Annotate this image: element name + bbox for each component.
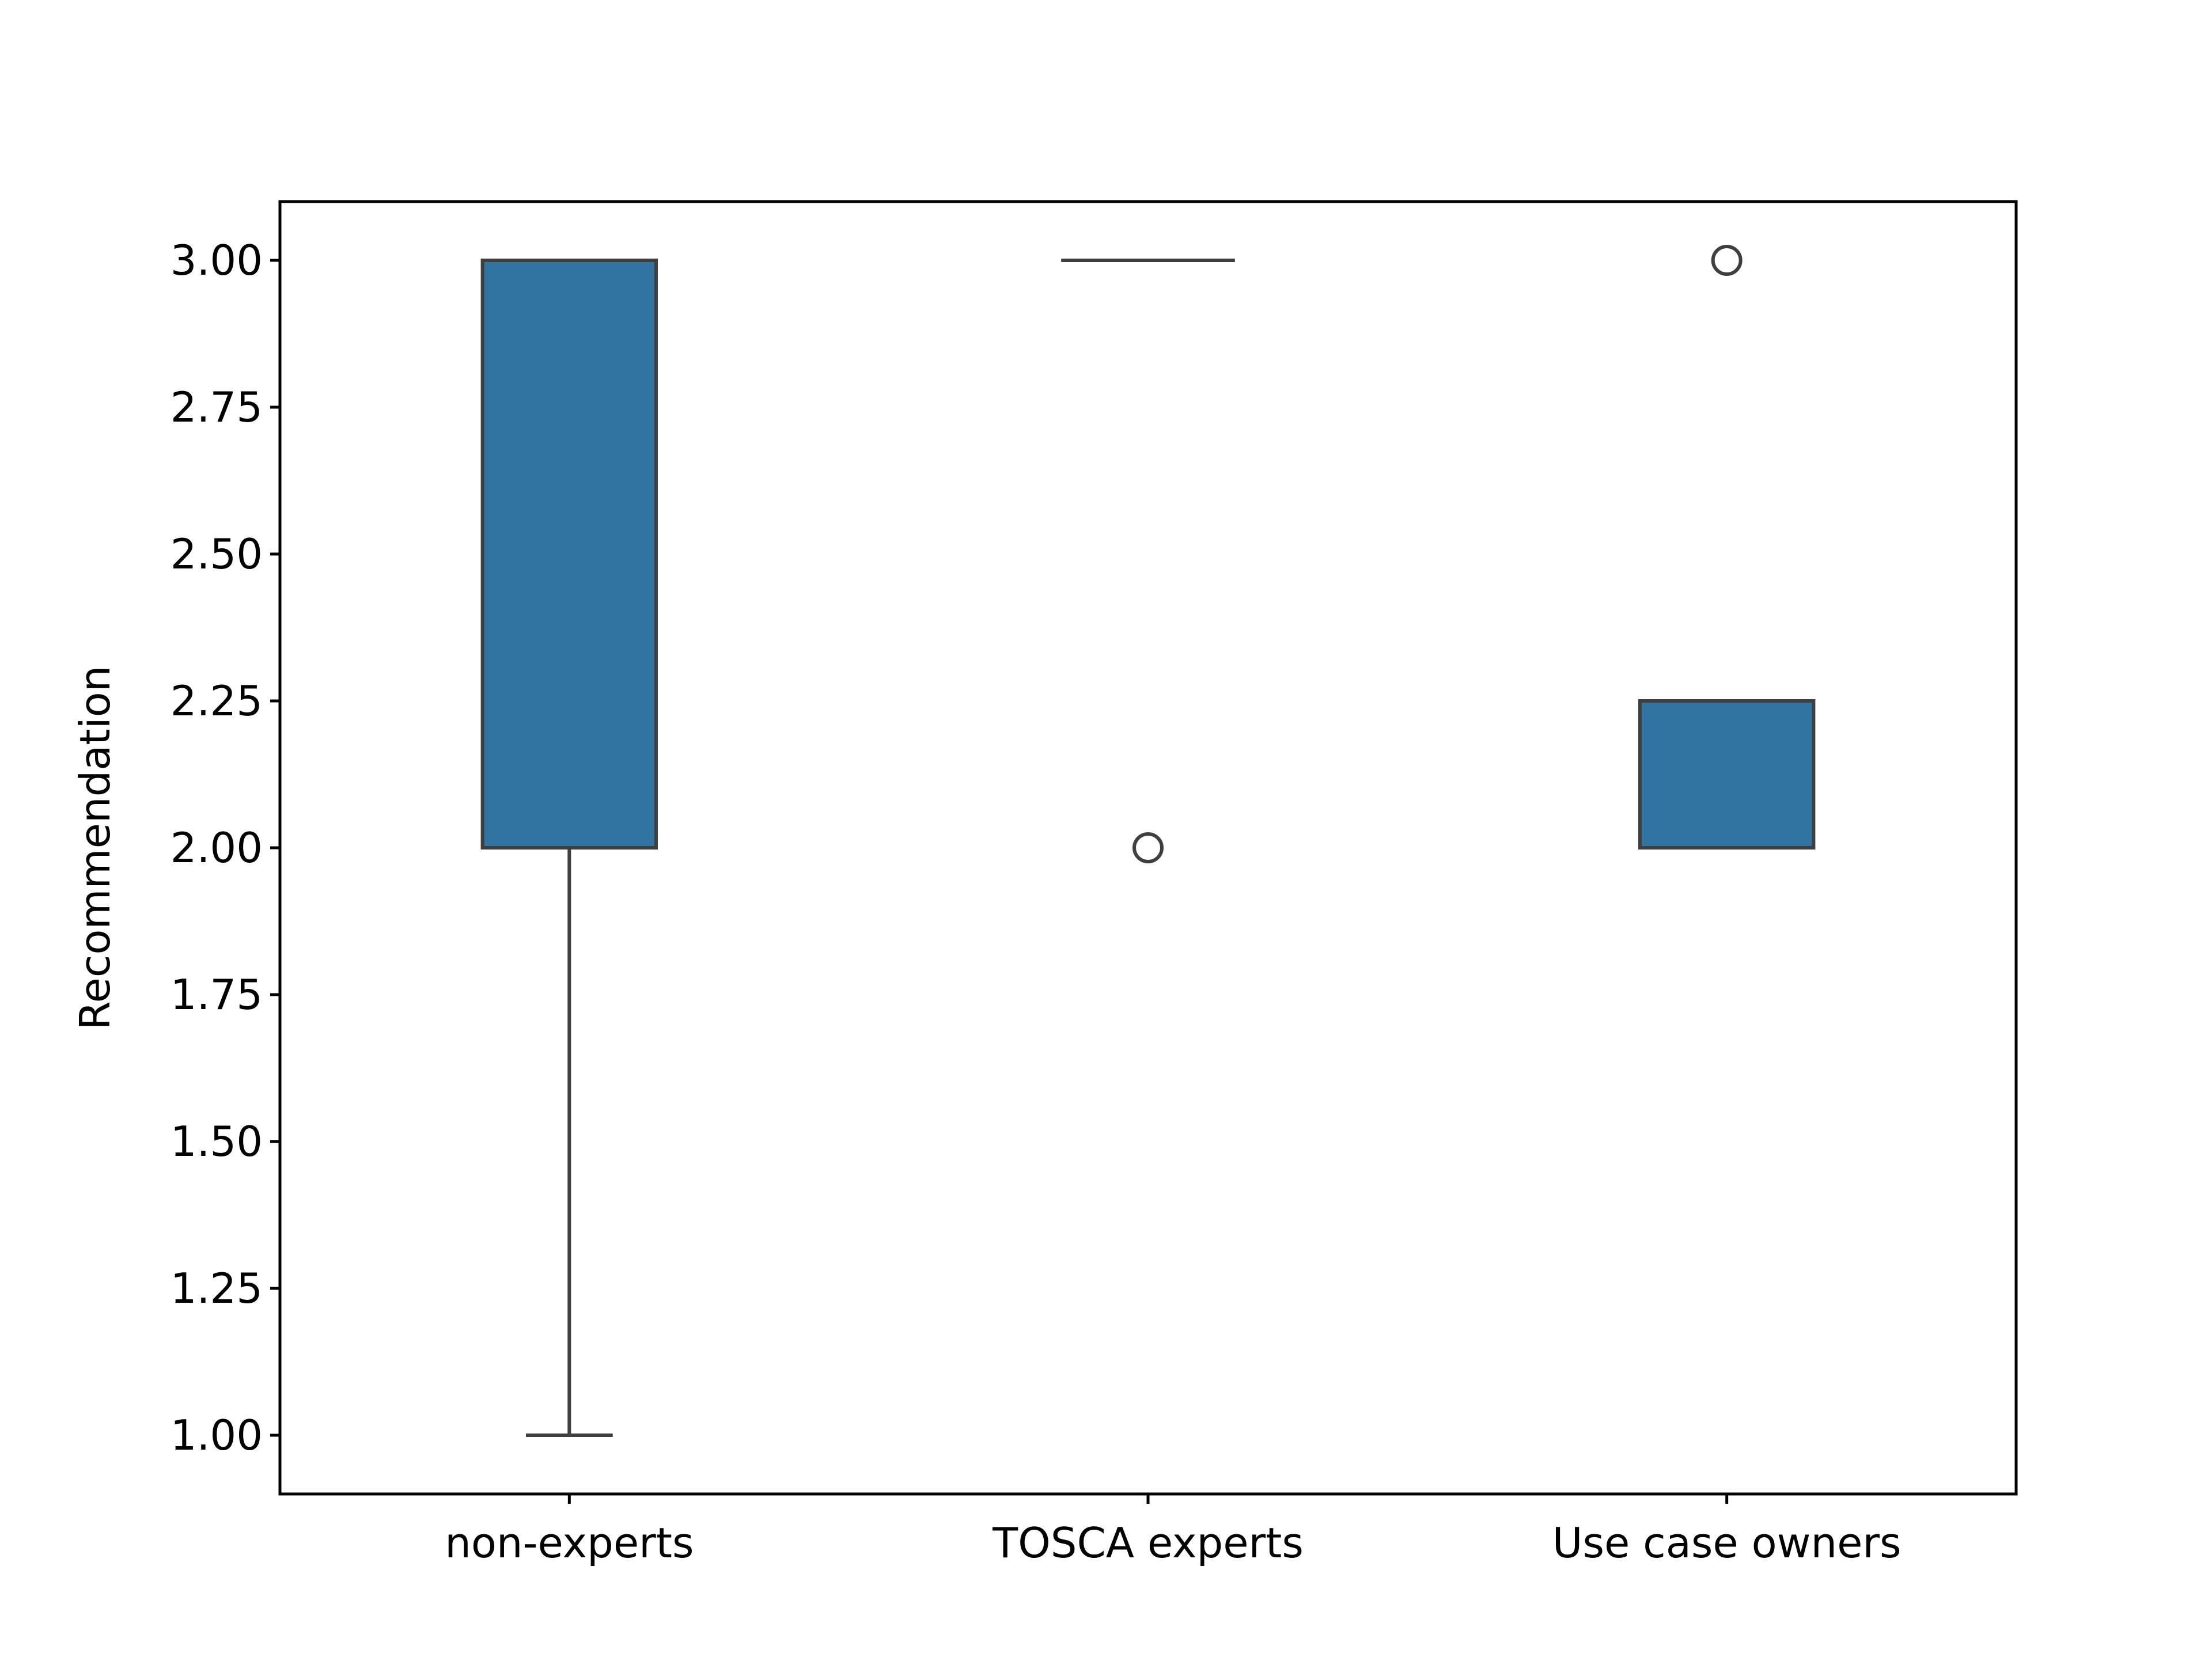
outlier-point — [1132, 832, 1164, 863]
y-tick-label: 2.25 — [171, 677, 263, 725]
plot-layer — [480, 245, 1816, 1437]
y-axis: 1.00 1.25 1.50 1.75 2.00 2.25 2.50 2.75 3.00 — [171, 236, 280, 1459]
y-tick-label: 1.50 — [171, 1117, 263, 1166]
box-group — [480, 259, 658, 1437]
x-tick-label: Use case owners — [1552, 1519, 1902, 1567]
x-axis: non-experts TOSCA experts Use case owners — [445, 1494, 1902, 1567]
y-tick-label: 2.75 — [171, 383, 263, 431]
y-tick-label: 3.00 — [171, 236, 263, 285]
y-tick-label: 1.00 — [171, 1411, 263, 1459]
x-tick-label: non-experts — [445, 1519, 694, 1567]
y-axis-label: Recommendation — [71, 666, 119, 1030]
y-tick-label: 2.50 — [171, 530, 263, 578]
y-tick-label: 1.25 — [171, 1264, 263, 1313]
box-body — [480, 259, 658, 850]
box-group — [1061, 259, 1235, 863]
box-group — [1638, 245, 1816, 850]
y-tick-label: 1.75 — [171, 970, 263, 1019]
outlier-point — [1711, 245, 1743, 276]
box-body — [1638, 699, 1816, 850]
y-tick-label: 2.00 — [171, 824, 263, 872]
x-tick-label: TOSCA experts — [992, 1519, 1304, 1567]
